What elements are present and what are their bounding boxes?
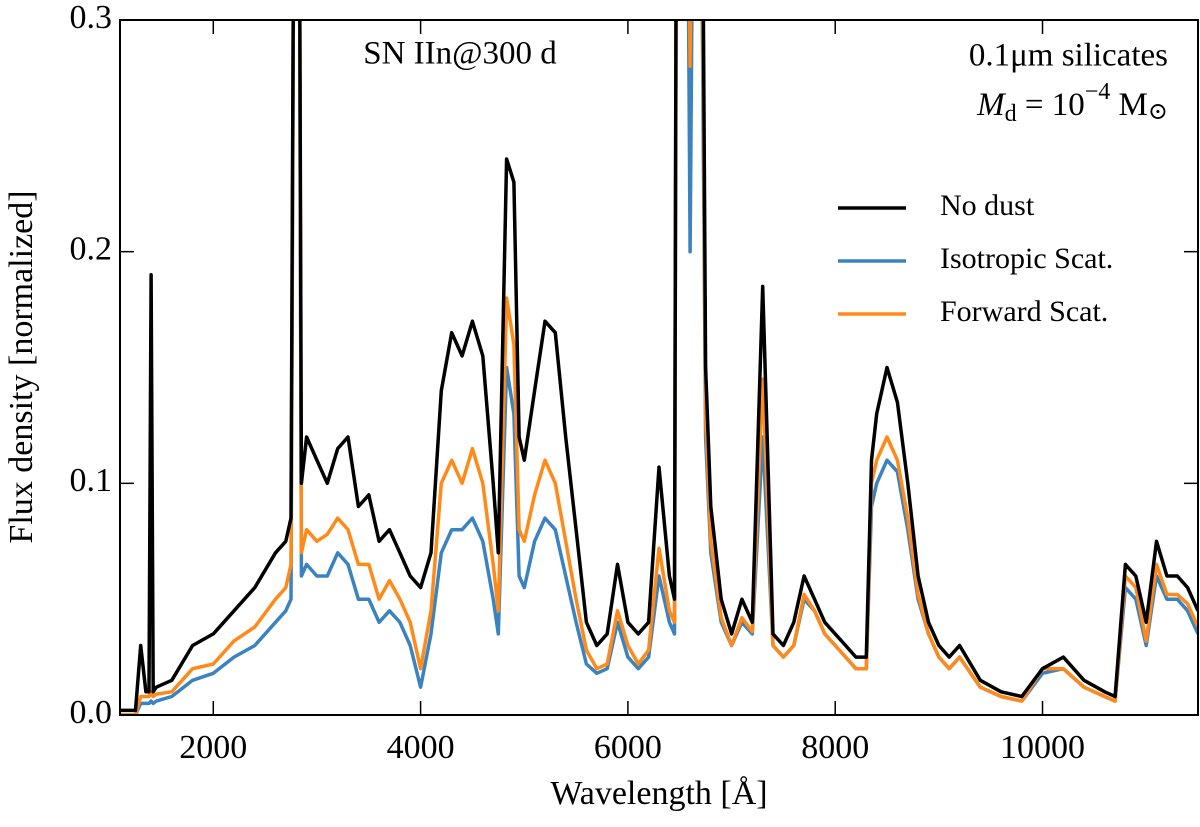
annotation: 0.1μm silicates (969, 38, 1168, 74)
y-tick-label: 0.0 (70, 694, 113, 731)
legend-label: Forward Scat. (940, 295, 1108, 328)
mass-annotation: Md = 10−4 M⊙ (976, 79, 1168, 127)
x-tick-label: 10000 (1000, 729, 1085, 766)
annotation: SN IIn@300 d (363, 36, 557, 72)
y-tick-label: 0.3 (70, 0, 113, 36)
plot-area (120, 20, 1198, 715)
math: d (1005, 101, 1017, 127)
y-tick-label: 0.1 (70, 462, 113, 499)
x-tick-label: 8000 (801, 729, 869, 766)
math: ⊙ (1148, 99, 1168, 125)
x-tick-label: 2000 (179, 729, 247, 766)
x-axis-label: Wavelength [Å] (550, 775, 767, 812)
math: M (976, 87, 1006, 123)
legend-label: Isotropic Scat. (940, 242, 1113, 275)
math: −4 (1085, 79, 1111, 105)
x-tick-label: 4000 (387, 729, 455, 766)
legend-label: No dust (940, 189, 1035, 222)
x-tick-label: 6000 (594, 729, 662, 766)
math: = 10 (1017, 87, 1085, 123)
spectrum-line (120, 20, 1198, 713)
math: M (1110, 87, 1148, 123)
y-tick-label: 0.2 (70, 230, 113, 267)
axes-frame (119, 19, 1199, 716)
y-axis-label: Flux density [normalized] (3, 190, 40, 543)
